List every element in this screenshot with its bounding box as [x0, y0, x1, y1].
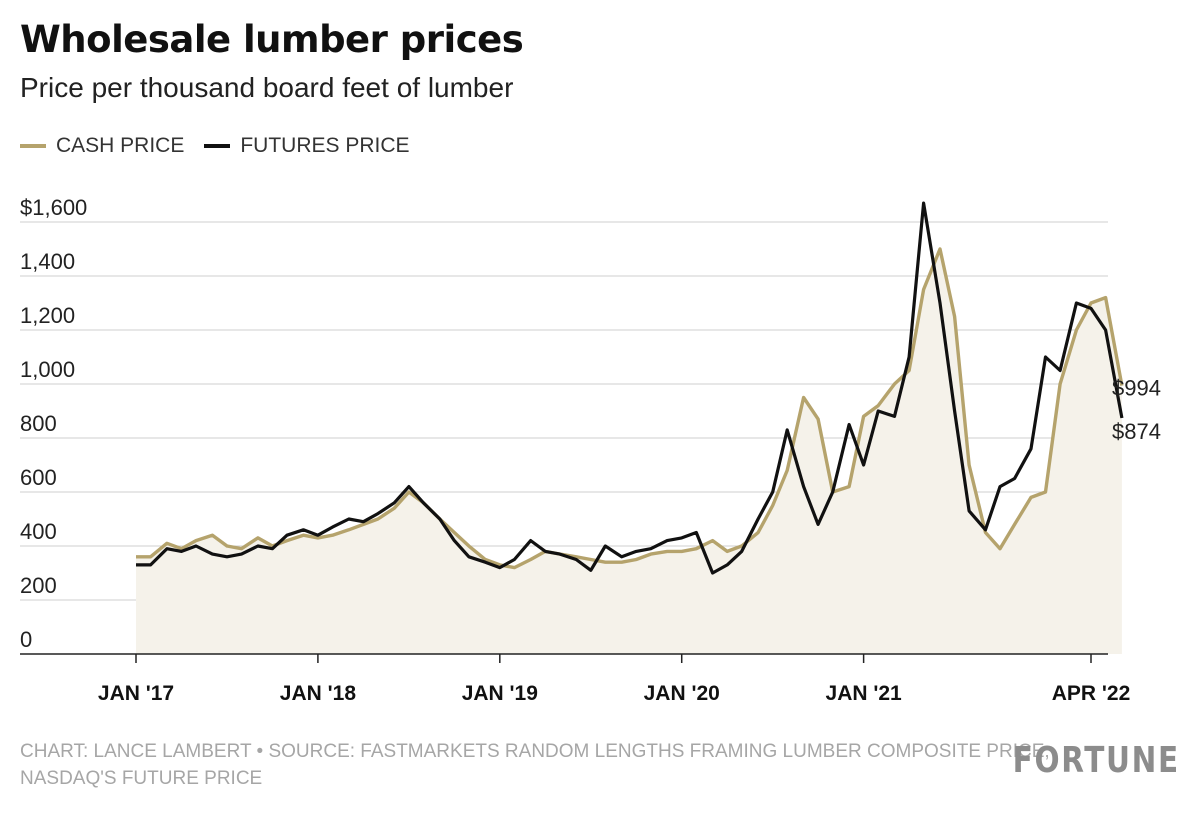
y-tick-label: 800	[20, 411, 57, 436]
fortune-logo: FORTUNE	[1012, 740, 1180, 781]
y-tick-label: 0	[20, 627, 32, 652]
y-tick-label: $1,600	[20, 195, 87, 220]
series-lines	[136, 201, 1124, 575]
x-axis: JAN '17 JAN '18 JAN '19 JAN '20 JAN '21 APR '…	[98, 654, 1130, 705]
chart-subtitle: Price per thousand board feet of lumber	[20, 72, 514, 103]
legend-item-futures: FUTURES PRICE	[204, 134, 410, 158]
futures-end-label: $874	[1112, 419, 1161, 444]
y-tick-label: 1,000	[20, 357, 75, 382]
x-tick-label: APR '22	[1052, 682, 1131, 705]
legend-label-cash: CASH PRICE	[56, 134, 185, 157]
x-tick-label: JAN '17	[98, 682, 174, 705]
source-credit: CHART: LANCE LAMBERT • SOURCE: FASTMARKE…	[20, 741, 1050, 789]
legend: CASH PRICE FUTURES PRICE	[20, 134, 430, 158]
y-axis: 0 200 400 600 800 1,000 1,200 1,400 $1,600	[20, 195, 1108, 655]
cash-end-label: $994	[1112, 376, 1161, 401]
legend-swatch-futures	[204, 144, 231, 148]
legend-item-cash: CASH PRICE	[20, 134, 184, 158]
x-tick-label: JAN '18	[280, 682, 357, 705]
x-tick-label: JAN '20	[644, 682, 720, 705]
y-tick-label: 1,200	[20, 303, 75, 328]
y-tick-label: 400	[20, 519, 57, 544]
chart-title: Wholesale lumber prices	[20, 18, 524, 61]
y-tick-label: 600	[20, 465, 57, 490]
y-tick-label: 200	[20, 573, 57, 598]
legend-swatch-cash	[20, 144, 46, 148]
x-tick-label: JAN '19	[462, 682, 538, 705]
futures-price-line	[136, 201, 1124, 575]
cash-price-line	[136, 247, 1124, 570]
x-tick-label: JAN '21	[826, 682, 903, 705]
y-tick-label: 1,400	[20, 249, 75, 274]
legend-label-futures: FUTURES PRICE	[240, 134, 410, 157]
cash-area-fill	[136, 249, 1122, 654]
end-labels: $994 $874	[1112, 376, 1161, 444]
cash-price-area	[136, 249, 1122, 654]
